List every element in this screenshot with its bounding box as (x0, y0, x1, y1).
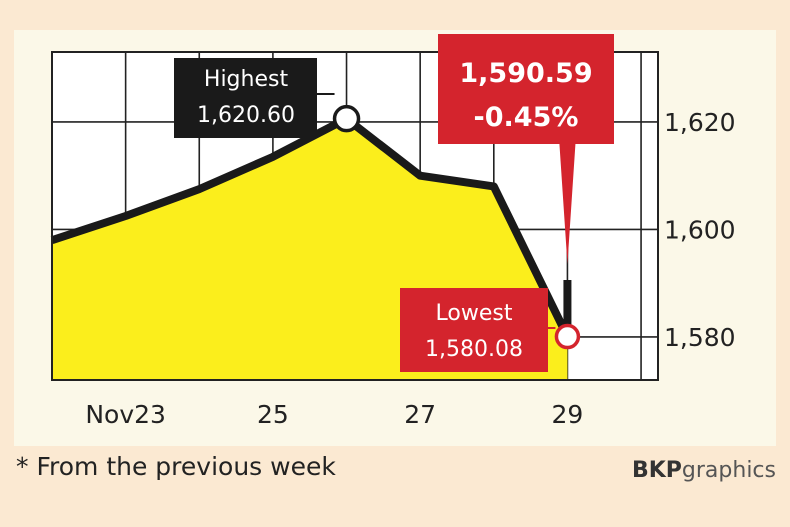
credit: BKPgraphics (632, 458, 776, 483)
credit-light: graphics (681, 458, 776, 483)
x-tick-label: Nov23 (85, 400, 166, 429)
highest-label: Highest (204, 67, 289, 92)
lowest-label: Lowest (436, 301, 513, 326)
plot-frame (51, 51, 659, 381)
y-tick-label: 1,600 (664, 215, 736, 244)
close-callout-box (438, 34, 614, 265)
y-tick-label: 1,580 (664, 323, 736, 352)
lowest-value: 1,580.08 (425, 337, 523, 362)
annotations: Highest 1,620.60 Lowest 1,580.08 1,590.59 -0.… (174, 34, 614, 372)
lowest-label-box (400, 288, 548, 372)
highest-value: 1,620.60 (197, 103, 295, 128)
x-tick-label: 25 (257, 400, 289, 429)
line-chart: Nov23 25 27 29 1,620 1,600 1,580 Highest 1,620.… (50, 34, 736, 429)
close-value: 1,590.59 (459, 58, 592, 89)
x-tick-label: 29 (552, 400, 584, 429)
close-change: -0.45% (474, 102, 579, 133)
chart-panel: Nov23 25 27 29 1,620 1,600 1,580 Highest 1,620.… (14, 30, 776, 446)
highest-label-box (174, 58, 317, 138)
credit-bold: BKP (631, 458, 682, 483)
lowest-marker (554, 323, 581, 350)
footnote: * From the previous week (16, 452, 336, 481)
highest-marker (332, 104, 361, 133)
y-tick-label: 1,620 (664, 108, 736, 137)
x-tick-label: 27 (404, 400, 436, 429)
axes: Nov23 25 27 29 1,620 1,600 1,580 (51, 51, 736, 429)
